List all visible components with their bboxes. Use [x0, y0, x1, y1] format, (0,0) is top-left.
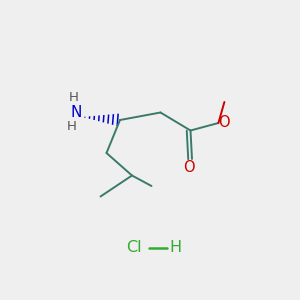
Text: O: O: [218, 115, 230, 130]
Text: O: O: [183, 160, 195, 175]
Text: N: N: [71, 105, 82, 120]
Text: H: H: [69, 91, 78, 104]
Text: H: H: [169, 240, 181, 255]
Text: Cl: Cl: [126, 240, 141, 255]
Text: H: H: [67, 120, 77, 133]
